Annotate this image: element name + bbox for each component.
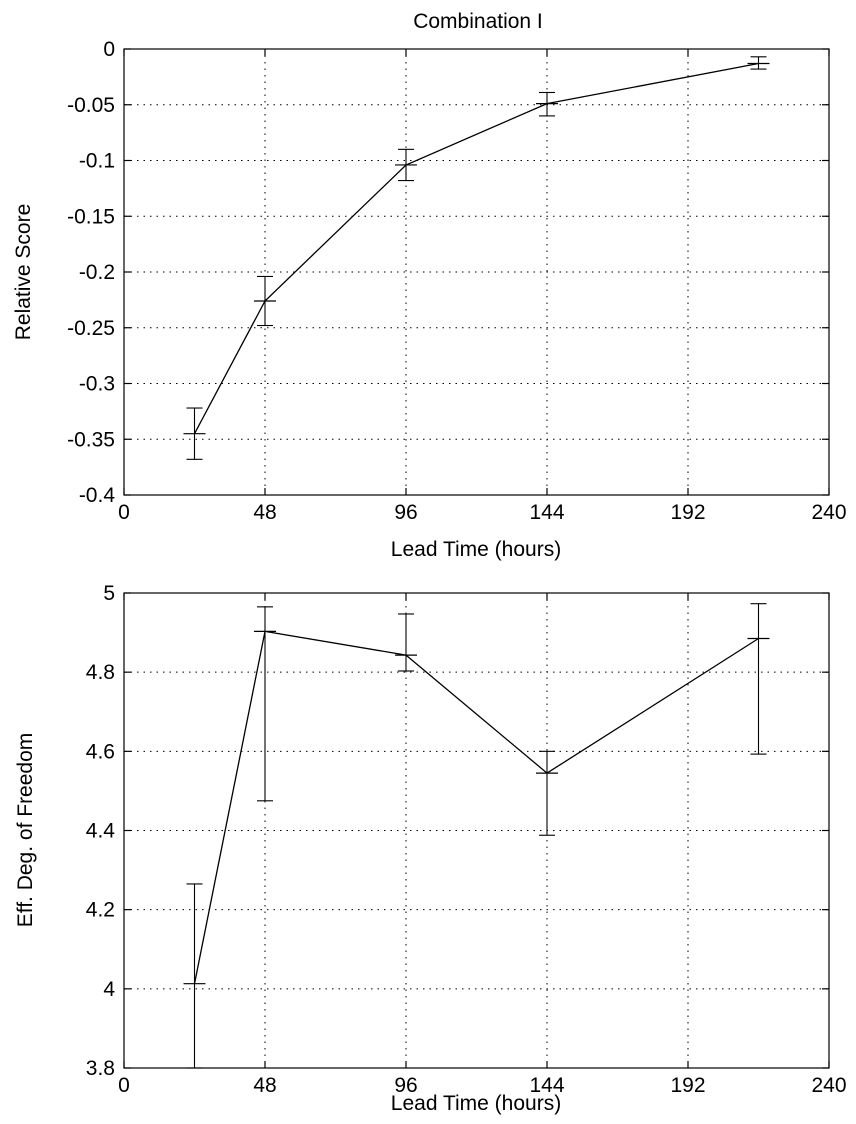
y-tick-label: 4.6: [86, 740, 115, 763]
x-tick-labels: 0 48 96 144 192 240: [118, 501, 846, 524]
x-tick-label: 48: [253, 501, 276, 524]
y-tick-labels: -0.4 -0.35 -0.3 -0.25 -0.2 -0.15 -0.1 -0.05 0: [67, 38, 115, 507]
x-tick-labels: 0 48 96 144 192 240: [118, 1074, 846, 1097]
y-tick-label: 4: [103, 978, 115, 1001]
chart-relative-score: Combination I 0 48 96 144 192 240 -0.4-0.35-0…: [12, 10, 847, 561]
grid-lines: [124, 49, 829, 495]
x-tick-label: 144: [529, 501, 564, 524]
y-tick-label: 4.2: [86, 899, 115, 922]
y-tick-label: 3.8: [86, 1057, 115, 1080]
tick-marks: [123, 592, 830, 1069]
tick-marks: [123, 48, 830, 496]
y-tick-label: 5: [103, 582, 115, 605]
x-axis-label: Lead Time (hours): [391, 1092, 561, 1115]
y-axis-label: Relative Score: [12, 204, 35, 341]
x-tick-label: 96: [394, 501, 417, 524]
y-tick-label: -0.35: [67, 428, 115, 451]
y-tick-labels: 3.8 4 4.2 4.4 4.6 4.8 5: [86, 582, 116, 1080]
y-tick-label: -0.4: [79, 484, 116, 507]
x-tick-label: 240: [811, 1074, 846, 1097]
y-tick-label: -0.2: [79, 261, 115, 284]
y-tick-label: -0.3: [79, 373, 115, 396]
y-tick-label: 0: [103, 38, 115, 61]
y-axis-label: Eff. Deg. of Freedom: [14, 733, 37, 928]
x-tick-label: 0: [118, 501, 130, 524]
x-tick-label: 144: [529, 1074, 564, 1097]
x-tick-label: 192: [670, 1074, 705, 1097]
y-tick-label: 4.4: [86, 820, 116, 843]
y-tick-label: -0.25: [67, 317, 115, 340]
y-tick-label: 4.8: [86, 661, 115, 684]
x-tick-label: 0: [118, 1074, 130, 1097]
x-tick-label: 96: [394, 1074, 417, 1097]
x-tick-label: 48: [253, 1074, 276, 1097]
chart-eff-deg-freedom: 0 48 96 144 192 240 3.8 4 4.2 4.4 4.6 4.8 5 Lead Ti…: [14, 582, 847, 1115]
y-tick-label: -0.1: [79, 150, 115, 173]
x-tick-label: 240: [811, 501, 846, 524]
series-group: [183, 56, 770, 460]
series-group: [183, 603, 770, 1069]
y-tick-label: -0.05: [67, 94, 115, 117]
x-axis-label: Lead Time (hours): [391, 538, 561, 561]
x-tick-label: 192: [670, 501, 705, 524]
y-tick-label: -0.15: [67, 205, 115, 228]
chart-title: Combination I: [413, 10, 543, 33]
